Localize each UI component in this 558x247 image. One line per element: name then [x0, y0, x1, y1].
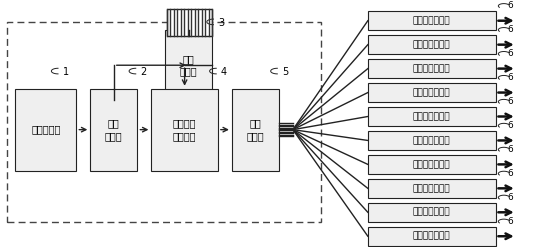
- Text: 6: 6: [508, 73, 513, 82]
- FancyBboxPatch shape: [368, 83, 496, 102]
- Text: 光学放大器模块: 光学放大器模块: [413, 40, 450, 49]
- Text: 第一
分束器: 第一 分束器: [105, 119, 123, 141]
- FancyBboxPatch shape: [232, 89, 279, 171]
- FancyBboxPatch shape: [15, 89, 76, 171]
- FancyBboxPatch shape: [368, 131, 496, 150]
- Text: 光学放大器模块: 光学放大器模块: [413, 16, 450, 25]
- Text: 6: 6: [508, 193, 513, 202]
- Text: 激光脉冲
调制模块: 激光脉冲 调制模块: [173, 119, 196, 141]
- FancyBboxPatch shape: [165, 30, 213, 100]
- Text: 6: 6: [508, 1, 513, 10]
- FancyBboxPatch shape: [368, 59, 496, 78]
- FancyBboxPatch shape: [368, 11, 496, 30]
- Text: 6: 6: [508, 49, 513, 58]
- Text: 光学放大器模块: 光学放大器模块: [413, 160, 450, 169]
- Text: 2: 2: [140, 67, 146, 77]
- FancyBboxPatch shape: [167, 9, 213, 36]
- Text: 光学放大器模块: 光学放大器模块: [413, 112, 450, 121]
- Text: 1: 1: [62, 67, 69, 77]
- FancyBboxPatch shape: [368, 203, 496, 222]
- Text: 光学放大器模块: 光学放大器模块: [413, 88, 450, 97]
- FancyBboxPatch shape: [368, 155, 496, 174]
- Text: 4: 4: [221, 67, 227, 77]
- Text: 6: 6: [508, 25, 513, 34]
- Text: 6: 6: [508, 217, 513, 226]
- FancyBboxPatch shape: [368, 227, 496, 246]
- Text: 6: 6: [508, 97, 513, 106]
- Text: 5: 5: [282, 67, 288, 77]
- Text: 6: 6: [508, 169, 513, 178]
- Text: 光学放大器模块: 光学放大器模块: [413, 184, 450, 193]
- Text: 3: 3: [218, 18, 224, 28]
- Text: 6: 6: [508, 145, 513, 154]
- FancyBboxPatch shape: [368, 179, 496, 198]
- FancyBboxPatch shape: [368, 35, 496, 54]
- Text: 6: 6: [508, 121, 513, 130]
- Text: 第三
分束器: 第三 分束器: [247, 119, 264, 141]
- Text: 光学放大器模块: 光学放大器模块: [413, 208, 450, 217]
- Text: 连续激光器: 连续激光器: [31, 125, 60, 135]
- Text: 光学放大器模块: 光学放大器模块: [413, 64, 450, 73]
- Text: 光学放大器模块: 光学放大器模块: [413, 136, 450, 145]
- FancyBboxPatch shape: [90, 89, 137, 171]
- Text: 第二
分束器: 第二 分束器: [180, 54, 198, 76]
- FancyBboxPatch shape: [368, 107, 496, 126]
- FancyBboxPatch shape: [151, 89, 218, 171]
- Text: 光学放大器模块: 光学放大器模块: [413, 232, 450, 241]
